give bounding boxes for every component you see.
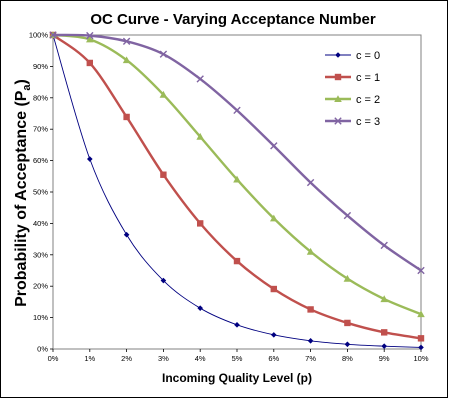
y-tick-label: 30% [33, 250, 48, 259]
data-point-c1 [381, 329, 388, 336]
y-tick-label: 60% [33, 156, 48, 165]
data-point-c0 [234, 322, 240, 328]
legend-marker-c3 [334, 117, 342, 125]
legend-marker-c0 [335, 52, 341, 58]
data-point-c1 [270, 285, 277, 293]
data-point-c3 [159, 50, 168, 58]
data-point-c3 [306, 178, 315, 187]
legend-label-c2: c = 2 [356, 94, 380, 106]
y-axis-title-subscript: a [21, 84, 33, 91]
data-point-c2 [417, 310, 425, 318]
y-tick-label: 90% [33, 62, 48, 71]
data-point-c3 [233, 106, 241, 115]
data-point-c1 [86, 59, 93, 67]
data-point-c1 [233, 257, 241, 265]
legend-marker-c1 [334, 73, 342, 81]
data-point-c0 [381, 343, 387, 349]
y-tick-label: 10% [33, 313, 48, 322]
data-point-c1 [307, 306, 314, 313]
y-tick-label: 40% [33, 219, 48, 228]
data-point-c0 [344, 341, 351, 348]
y-tick-label: 0% [37, 345, 48, 354]
data-point-c1 [197, 220, 204, 227]
data-point-c3 [49, 31, 57, 39]
data-point-c3 [86, 31, 94, 40]
x-tick-label: 10% [413, 354, 428, 363]
x-tick-label: 8% [342, 354, 353, 363]
data-point-c0 [123, 231, 130, 238]
y-axis-title-main: Probability of Acceptance (P [13, 90, 30, 307]
data-point-c3 [196, 75, 204, 83]
data-point-c3 [380, 241, 388, 250]
y-tick-label: 70% [33, 125, 48, 134]
data-point-c3 [122, 37, 131, 45]
y-axis-title-close: ) [13, 79, 30, 84]
data-point-c3 [417, 266, 425, 275]
y-tick-label: 20% [33, 282, 48, 291]
x-tick-label: 1% [84, 354, 95, 363]
data-point-c3 [343, 211, 352, 220]
data-point-c1 [160, 171, 167, 178]
series-line-c0 [52, 34, 422, 348]
x-tick-label: 3% [158, 354, 169, 363]
data-point-c0 [307, 338, 314, 344]
x-axis-title: Incoming Quality Level (p) [162, 371, 312, 385]
series-line-c3 [52, 33, 422, 272]
x-tick-label: 6% [268, 354, 279, 363]
data-point-c2 [343, 274, 352, 282]
legend-label-c3: c = 3 [356, 116, 380, 128]
data-point-c3 [270, 142, 278, 150]
y-axis-title: Probability of Acceptance (Pa) [13, 79, 33, 307]
x-tick-label: 0% [48, 354, 59, 363]
data-point-c2 [306, 247, 315, 255]
x-tick-label: 7% [305, 354, 316, 363]
data-point-c1 [123, 113, 130, 121]
data-point-c2 [159, 90, 168, 98]
x-tick-label: 9% [379, 354, 390, 363]
x-tick-label: 5% [232, 354, 243, 363]
y-tick-label: 80% [33, 93, 48, 102]
data-point-c2 [86, 35, 94, 43]
data-point-c1 [417, 335, 425, 342]
data-point-c2 [270, 214, 278, 222]
legend-label-c0: c = 0 [356, 50, 380, 62]
data-point-c0 [197, 305, 203, 311]
legend-marker-c2 [334, 95, 342, 103]
data-point-c2 [196, 132, 204, 140]
data-point-c1 [344, 319, 351, 327]
chart-title: OC Curve - Varying Acceptance Number [90, 11, 376, 28]
x-tick-label: 2% [121, 354, 132, 363]
data-point-c0 [418, 344, 424, 351]
y-tick-label: 50% [33, 188, 48, 197]
plot-area: 0% 10% 20% 30% 40% 50% 60% 70% 80% 90% 100% 0% 1% 2% 3… [29, 31, 429, 364]
x-tick-label: 4% [195, 354, 206, 363]
data-point-c0 [87, 156, 93, 162]
data-point-c0 [160, 277, 167, 284]
data-point-c2 [122, 56, 131, 64]
y-tick-label: 100% [29, 31, 49, 40]
data-point-c2 [233, 175, 241, 183]
legend: c = 0 c = 1 c = 2 c = 3 [325, 50, 380, 128]
data-point-c0 [271, 332, 277, 338]
data-point-c2 [380, 295, 388, 303]
legend-label-c1: c = 1 [356, 72, 380, 84]
